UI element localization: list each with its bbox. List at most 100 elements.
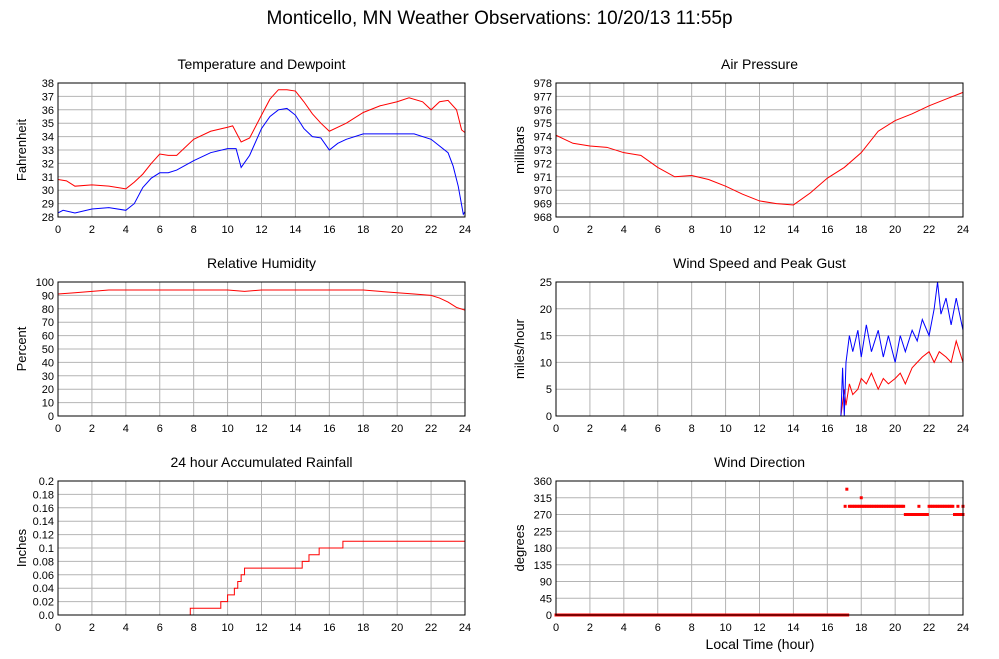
data-point — [849, 504, 853, 508]
data-point — [863, 504, 867, 508]
y-tick-label: 37 — [42, 91, 54, 103]
data-point — [895, 504, 899, 508]
x-tick-label: 14 — [787, 224, 799, 236]
x-tick-label: 4 — [621, 622, 627, 634]
data-point — [956, 504, 960, 508]
y-tick-label: 100 — [36, 277, 54, 289]
data-point — [958, 513, 962, 516]
y-tick-label: 360 — [534, 476, 552, 488]
y-tick-label: 31 — [42, 172, 54, 184]
x-tick-label: 2 — [89, 423, 95, 435]
x-tick-label: 2 — [587, 423, 593, 435]
x-tick-label: 20 — [889, 224, 901, 236]
data-point — [907, 513, 911, 516]
plot-frame — [57, 281, 466, 417]
x-tick-label: 16 — [821, 423, 833, 435]
x-tick-label: 24 — [957, 622, 969, 634]
data-point — [869, 504, 873, 508]
data-point — [954, 513, 958, 516]
y-tick-label: 0 — [546, 610, 552, 622]
chart-title: 24 hour Accumulated Rainfall — [170, 454, 352, 470]
x-tick-label: 12 — [753, 224, 765, 236]
chart-title: Wind Speed and Peak Gust — [673, 255, 846, 271]
y-tick-label: 20 — [540, 304, 552, 316]
y-axis-label: millibars — [512, 126, 527, 174]
chart-temp: 0 2 4 6 8 10 12 14 16 18 20 22 242829303132333435363… — [14, 56, 471, 236]
y-tick-label: 0.16 — [33, 503, 54, 515]
data-point — [927, 504, 931, 508]
x-tick-label: 12 — [753, 622, 765, 634]
x-tick-label: 18 — [357, 224, 369, 236]
plot-frame — [555, 281, 964, 417]
x-tick-label: 2 — [89, 622, 95, 634]
x-tick-label: 14 — [787, 622, 799, 634]
y-tick-label: 30 — [42, 371, 54, 383]
x-tick-label: 4 — [123, 423, 129, 435]
data-point — [946, 504, 950, 508]
plot-frame — [57, 480, 466, 616]
y-tick-label: 315 — [534, 493, 552, 505]
data-point — [886, 504, 890, 508]
y-tick-label: 0.02 — [33, 597, 54, 609]
x-tick-label: 18 — [357, 423, 369, 435]
x-tick-label: 14 — [289, 622, 301, 634]
x-tick-label: 2 — [587, 224, 593, 236]
x-tick-label: 16 — [821, 224, 833, 236]
data-point — [861, 504, 865, 508]
x-tick-label: 22 — [923, 224, 935, 236]
x-tick-label: 20 — [889, 622, 901, 634]
x-tick-label: 8 — [689, 224, 695, 236]
data-point — [893, 504, 897, 508]
series-line-1 — [58, 540, 465, 616]
data-point — [915, 513, 919, 516]
y-tick-label: 33 — [42, 145, 54, 157]
plot-frame — [555, 480, 964, 616]
x-tick-label: 0 — [55, 423, 61, 435]
y-tick-label: 34 — [42, 132, 54, 144]
y-tick-label: 180 — [534, 543, 552, 555]
data-point — [903, 513, 907, 516]
data-point — [917, 513, 921, 516]
series-line-1 — [57, 89, 466, 190]
data-point — [914, 513, 918, 516]
y-axis-label: Percent — [14, 326, 29, 371]
x-tick-label: 6 — [157, 224, 163, 236]
x-tick-label: 18 — [855, 423, 867, 435]
data-point — [924, 513, 928, 516]
x-tick-label: 6 — [655, 224, 661, 236]
y-tick-label: 5 — [546, 384, 552, 396]
data-point — [859, 504, 863, 508]
y-tick-label: 974 — [534, 132, 552, 144]
data-point — [917, 504, 921, 508]
y-tick-label: 0 — [546, 411, 552, 423]
x-tick-label: 4 — [123, 224, 129, 236]
x-tick-label: 0 — [553, 622, 559, 634]
data-point — [925, 513, 929, 516]
data-point — [851, 504, 855, 508]
y-tick-label: 969 — [534, 199, 552, 211]
x-tick-label: 24 — [459, 622, 471, 634]
y-tick-label: 36 — [42, 105, 54, 117]
series-line-1 — [556, 339, 964, 417]
data-point — [885, 504, 889, 508]
y-tick-label: 29 — [42, 199, 54, 211]
y-tick-label: 978 — [534, 78, 552, 90]
x-tick-label: 24 — [459, 423, 471, 435]
data-point — [912, 513, 916, 516]
data-point — [951, 504, 955, 508]
series-line-1 — [57, 289, 466, 311]
y-tick-label: 0.06 — [33, 570, 54, 582]
data-point — [847, 504, 851, 508]
y-tick-label: 35 — [42, 118, 54, 130]
x-tick-label: 16 — [323, 622, 335, 634]
x-tick-label: 12 — [255, 423, 267, 435]
y-tick-label: 135 — [534, 560, 552, 572]
data-point — [871, 504, 875, 508]
y-tick-label: 0.1 — [39, 543, 54, 555]
data-point — [880, 504, 884, 508]
y-tick-label: 970 — [534, 185, 552, 197]
x-tick-label: 20 — [391, 224, 403, 236]
y-tick-label: 0.18 — [33, 489, 54, 501]
y-tick-label: 0.0 — [39, 610, 54, 622]
data-point — [939, 504, 943, 508]
